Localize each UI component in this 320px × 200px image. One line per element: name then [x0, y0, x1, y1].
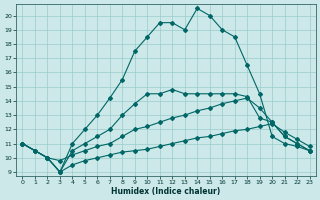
X-axis label: Humidex (Indice chaleur): Humidex (Indice chaleur)	[111, 187, 221, 196]
